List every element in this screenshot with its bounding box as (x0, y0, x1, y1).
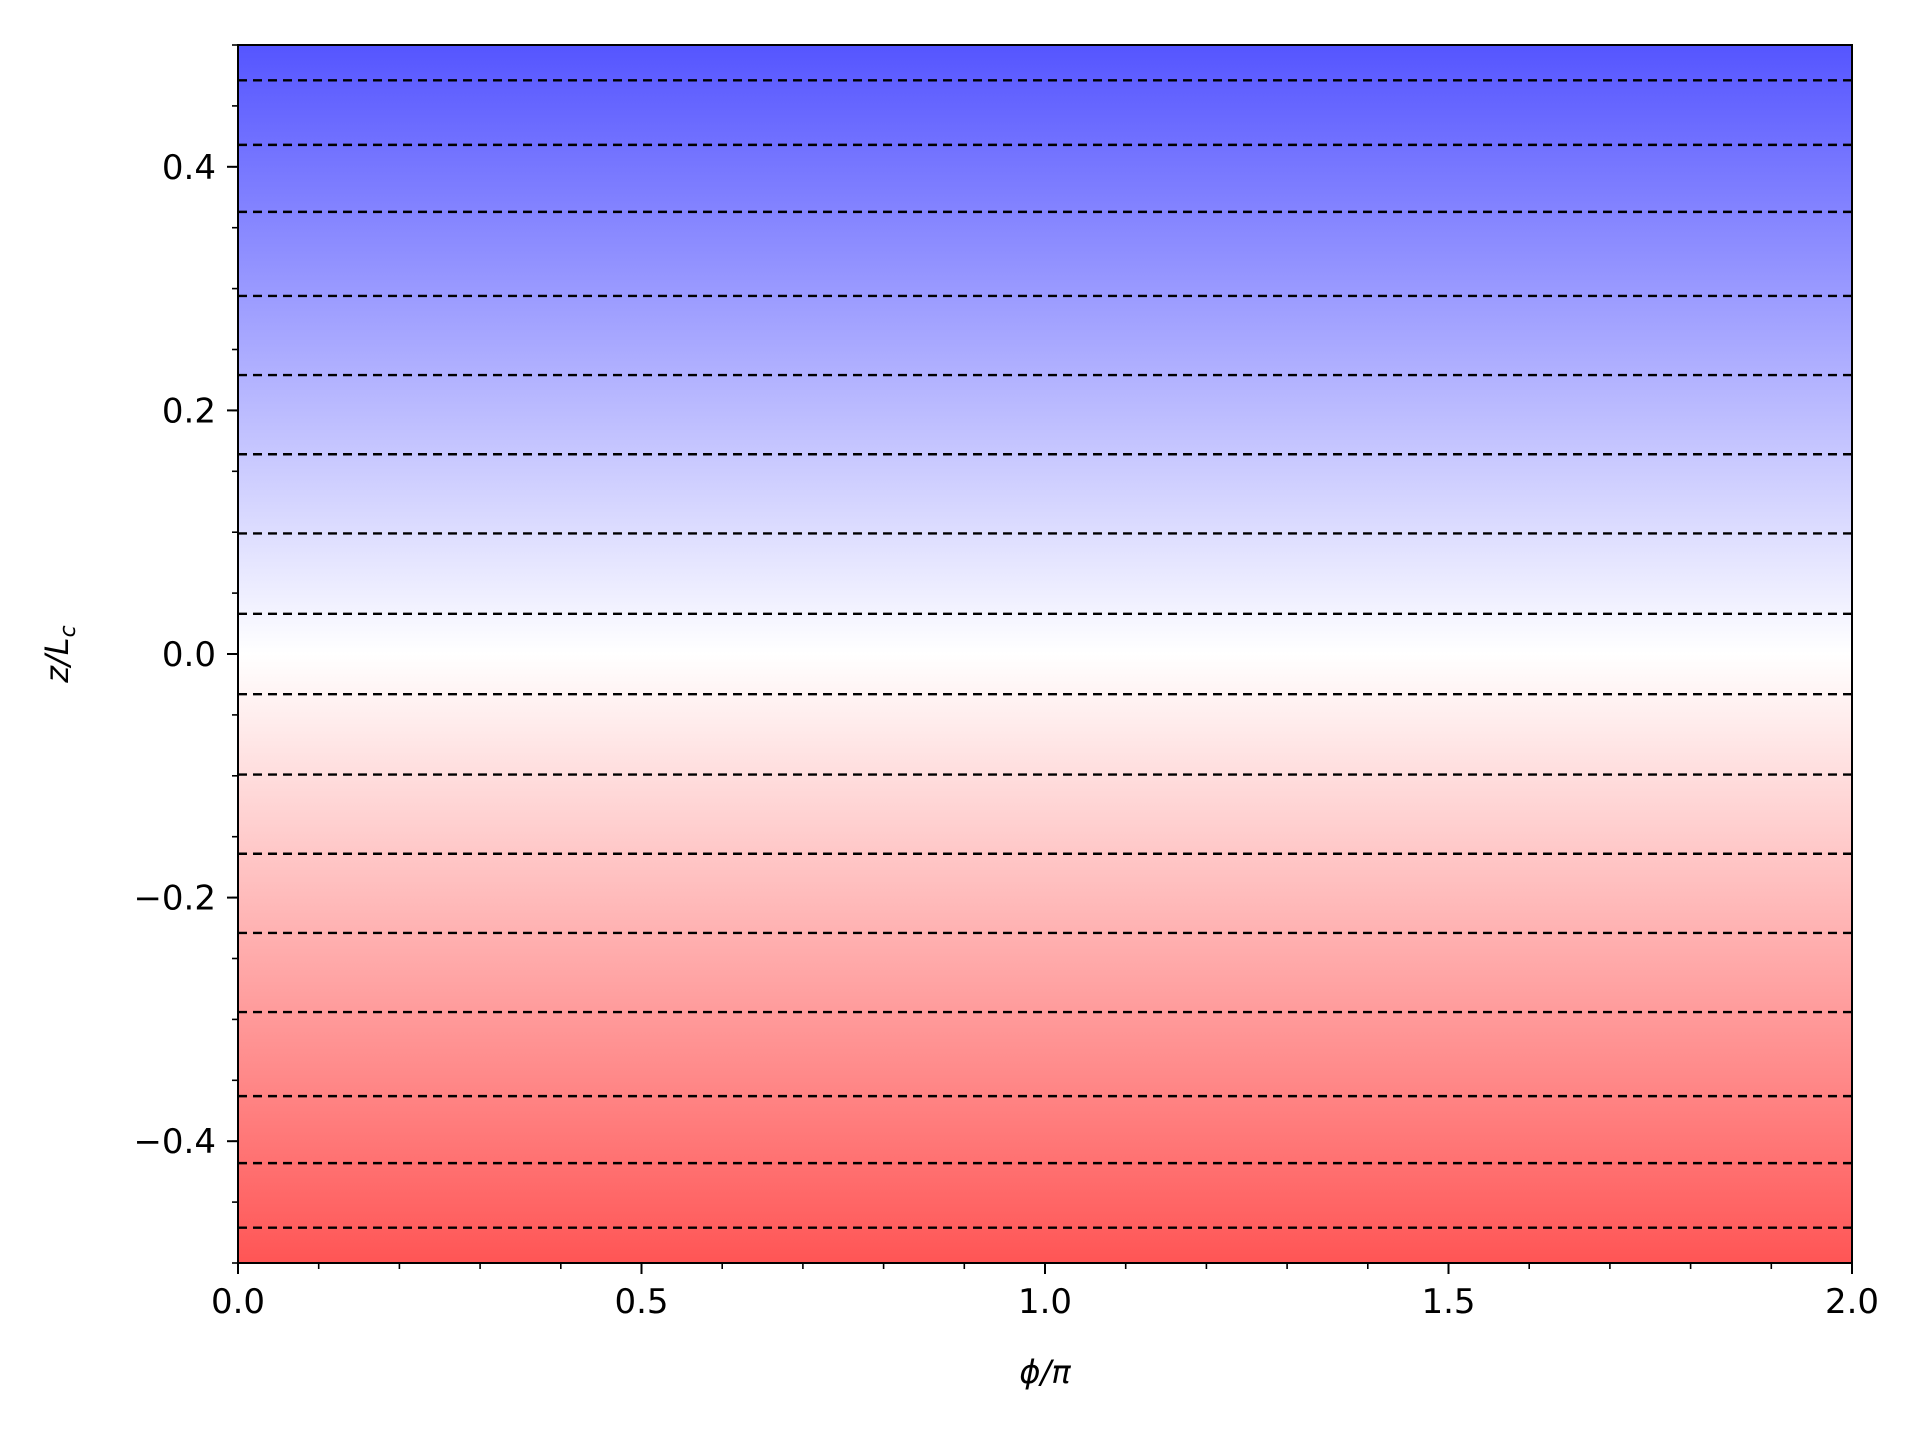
x-tick-label: 0.0 (211, 1282, 265, 1322)
y-tick-label: 0.0 (162, 635, 216, 675)
x-tick-label: 0.5 (614, 1282, 668, 1322)
y-axis-label: z/Lc (38, 625, 81, 684)
y-tick-label: 0.4 (162, 148, 216, 188)
y-axis-label-subscript: c (56, 625, 81, 637)
x-axis: 0.0 0.5 1.0 1.5 2.0 (211, 1263, 1879, 1322)
color-field (238, 45, 1852, 1263)
x-axis-label: ϕ/π (1019, 1353, 1071, 1391)
x-tick-label: 1.5 (1421, 1282, 1475, 1322)
y-axis: −0.4 −0.2 0.0 0.2 0.4 (133, 44, 238, 1264)
y-tick-label: −0.2 (133, 879, 216, 919)
y-tick-label: −0.4 (133, 1122, 216, 1162)
x-tick-label: 1.0 (1018, 1282, 1072, 1322)
y-axis-label-main: z/L (38, 637, 76, 683)
y-tick-label: 0.2 (162, 391, 216, 431)
x-tick-label: 2.0 (1825, 1282, 1879, 1322)
